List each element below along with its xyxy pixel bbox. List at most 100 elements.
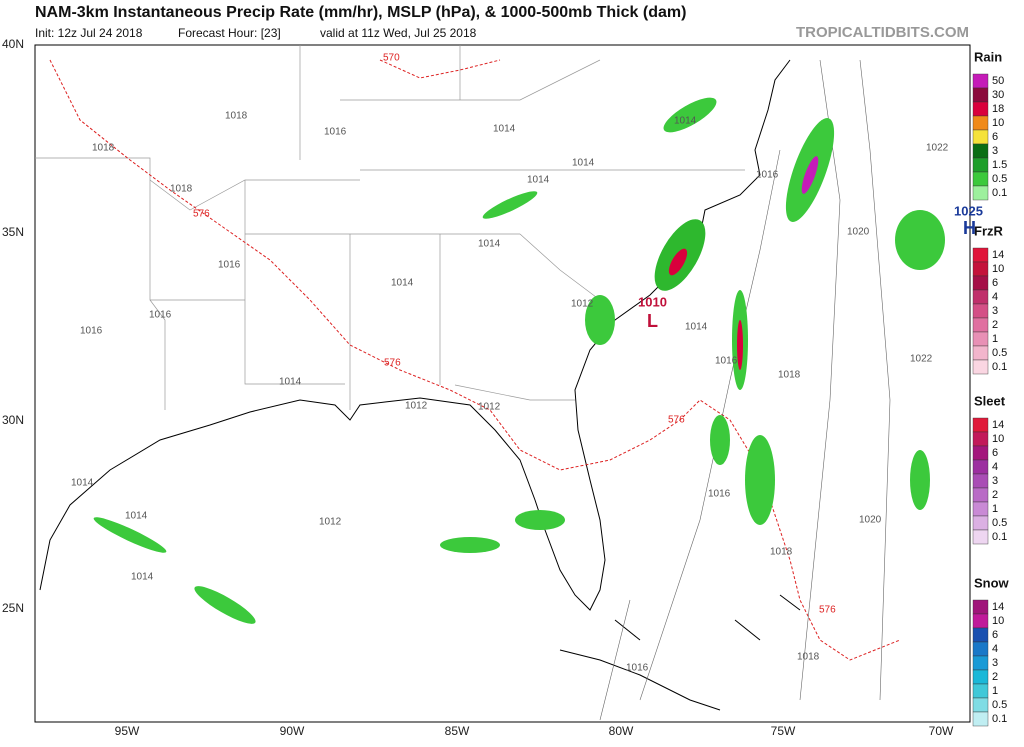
legend-swatch [972,101,989,117]
legend-label: 10 [992,263,1004,275]
lon-label: 70W [929,724,954,738]
isobar-label: 1014 [279,377,302,388]
legend-label: 1.5 [992,159,1007,171]
legend-swatch [972,247,989,263]
legend-label: 3 [992,305,998,317]
legend-swatch [972,261,989,277]
legend-swatch [972,459,989,475]
legend-swatch [972,87,989,103]
legend-label: 6 [992,629,998,641]
legend-swatch [972,317,989,333]
legends: Rain 50 30 18 10 6 3 1.5 0.5 0.1 FrzR 14 10 6 4 3 2 1 0.5 0… [972,49,1010,727]
legend-label: 0.5 [992,699,1007,711]
legend-label: 10 [992,117,1004,129]
lat-label: 25N [2,601,24,615]
lon-label: 90W [280,724,305,738]
legend-title: Sleet [974,393,1006,408]
legend-label: 3 [992,657,998,669]
isobar-label: 1012 [478,402,501,413]
valid-time: valid at 11z Wed, Jul 25 2018 [320,26,477,40]
legend-swatch [972,171,989,187]
thickness-label: 576 [819,605,836,616]
legend-label: 0.5 [992,517,1007,529]
low-label: L [647,311,658,331]
legend-swatch [972,599,989,615]
lon-label: 95W [115,724,140,738]
legend-swatch [972,669,989,685]
legend-label: 3 [992,145,998,157]
map: 1018 1018 1018 1016 1016 1016 1016 1014 … [34,44,983,723]
legend-label: 0.1 [992,361,1007,373]
init: Init: 12z Jul 24 2018 [35,26,143,40]
isobar-label: 1016 [324,127,347,138]
isobar-label: 1014 [131,572,154,583]
isobar-label: 1016 [756,170,779,181]
legend-label: 4 [992,461,998,473]
legend-swatch [972,417,989,433]
lat-label: 40N [2,37,24,51]
legend-swatch [972,345,989,361]
legend-label: 18 [992,103,1004,115]
forecast-hour: Forecast Hour: [23] [178,26,281,40]
legend-label: 4 [992,643,998,655]
legend-swatch [972,143,989,159]
legend-label: 3 [992,475,998,487]
legend-swatch [972,487,989,503]
isobar-label: 1018 [170,184,193,195]
legend-swatch [972,331,989,347]
precip [93,97,945,624]
lon-labels: 95W 90W 85W 80W 75W 70W [115,724,954,738]
isobar-label: 1016 [149,310,172,321]
isobar-labels: 1018 1018 1018 1016 1016 1016 1016 1014 … [71,111,983,674]
legend-label: 1 [992,333,998,345]
legend-swatch [972,711,989,727]
thickness-lines [49,59,901,661]
isobar-label: 1022 [910,354,933,365]
legend-swatch [972,289,989,305]
legend-swatch [972,359,989,375]
legend-swatch [972,613,989,629]
isobar-label: 1012 [405,401,428,412]
legend-swatch [972,303,989,319]
isobar-label: 1022 [926,143,949,154]
legend-swatch [972,697,989,713]
legend-label: 6 [992,447,998,459]
isobar-label: 1020 [847,227,870,238]
isobar-label: 1014 [125,511,148,522]
coastline [39,59,801,711]
legend-swatch [972,683,989,699]
legend-label: 10 [992,615,1004,627]
title: NAM-3km Instantaneous Precip Rate (mm/hr… [35,4,686,21]
legend-swatch [972,275,989,291]
legend-swatch [972,185,989,201]
isobar-label: 1014 [391,278,414,289]
isobars [599,59,891,721]
isobar-label: 1020 [859,515,882,526]
legend-label: 2 [992,671,998,683]
legend-title: Rain [974,49,1002,64]
isobar-label: 1014 [478,239,501,250]
legend-label: 14 [992,601,1004,613]
legend-label: 50 [992,75,1004,87]
isobar-label: 1014 [493,124,516,135]
legend-label: 6 [992,131,998,143]
legend-swatch [972,129,989,145]
legend-label: 0.5 [992,173,1007,185]
isobar-label: 1018 [778,370,801,381]
legend-swatch [972,501,989,517]
legend-swatch [972,445,989,461]
legend-title: FrzR [974,223,1004,238]
legend-swatch [972,515,989,531]
legend-label: 0.1 [992,531,1007,543]
isobar-label: 1014 [572,158,595,169]
legend-swatch [972,115,989,131]
isobar-label: 1014 [527,175,550,186]
isobar-label: 1016 [715,356,738,367]
isobar-label: 1016 [626,663,649,674]
lon-label: 80W [609,724,634,738]
legend-label: 30 [992,89,1004,101]
legend-label: 0.1 [992,187,1007,199]
isobar-label: 1016 [80,326,103,337]
